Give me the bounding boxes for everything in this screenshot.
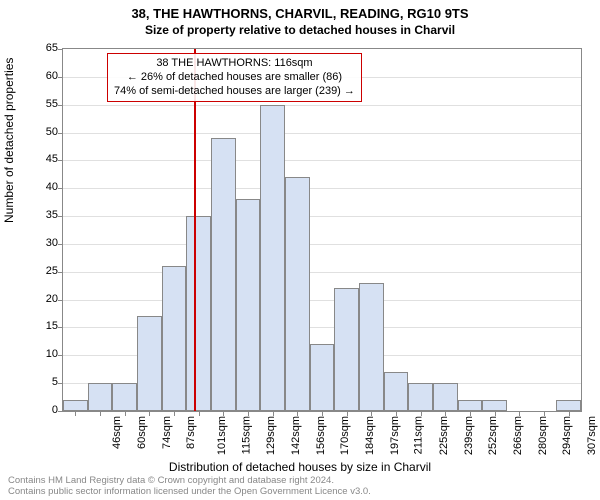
xtick-label: 225sqm xyxy=(438,416,450,455)
histogram-bar xyxy=(556,400,581,411)
histogram-bar xyxy=(88,383,113,411)
ytick-mark xyxy=(58,77,63,78)
histogram-bar xyxy=(63,400,88,411)
ytick-label: 20 xyxy=(28,293,58,305)
histogram-bar xyxy=(137,316,162,411)
xtick-mark xyxy=(75,411,76,416)
grid-line xyxy=(63,133,581,134)
histogram-bar xyxy=(285,177,310,411)
ytick-mark xyxy=(58,188,63,189)
annotation-line1: 38 THE HAWTHORNS: 116sqm xyxy=(114,57,355,71)
xtick-label: 156sqm xyxy=(315,416,327,455)
histogram-bar xyxy=(310,344,335,411)
chart-title-line1: 38, THE HAWTHORNS, CHARVIL, READING, RG1… xyxy=(0,0,600,21)
xtick-mark xyxy=(100,411,101,416)
ytick-label: 50 xyxy=(28,126,58,138)
ytick-label: 15 xyxy=(28,320,58,332)
ytick-label: 45 xyxy=(28,153,58,165)
histogram-bar xyxy=(112,383,137,411)
histogram-bar xyxy=(334,288,359,411)
xtick-label: 266sqm xyxy=(512,416,524,455)
annotation-line2: ← 26% of detached houses are smaller (86… xyxy=(114,71,355,85)
xtick-label: 280sqm xyxy=(537,416,549,455)
ytick-label: 25 xyxy=(28,265,58,277)
grid-line xyxy=(63,300,581,301)
histogram-bar xyxy=(433,383,458,411)
histogram-bar xyxy=(162,266,187,411)
xtick-mark xyxy=(199,411,200,416)
grid-line xyxy=(63,188,581,189)
ytick-label: 5 xyxy=(28,376,58,388)
histogram-bar xyxy=(408,383,433,411)
y-axis-label: Number of detached properties xyxy=(2,58,16,223)
footer-attribution: Contains HM Land Registry data © Crown c… xyxy=(8,476,371,498)
xtick-label: 129sqm xyxy=(265,416,277,455)
grid-line xyxy=(63,244,581,245)
ytick-mark xyxy=(58,355,63,356)
ytick-mark xyxy=(58,383,63,384)
xtick-label: 101sqm xyxy=(216,416,228,455)
ytick-label: 0 xyxy=(28,404,58,416)
xtick-label: 307sqm xyxy=(586,416,598,455)
xtick-label: 197sqm xyxy=(389,416,401,455)
chart-title-line2: Size of property relative to detached ho… xyxy=(0,21,600,37)
ytick-mark xyxy=(58,160,63,161)
ytick-label: 60 xyxy=(28,70,58,82)
histogram-bar xyxy=(359,283,384,411)
ytick-label: 65 xyxy=(28,42,58,54)
marker-line xyxy=(194,49,196,411)
histogram-bar xyxy=(482,400,507,411)
xtick-mark xyxy=(125,411,126,416)
ytick-mark xyxy=(58,300,63,301)
xtick-label: 87sqm xyxy=(185,416,197,449)
ytick-mark xyxy=(58,327,63,328)
histogram-bar xyxy=(186,216,211,411)
ytick-mark xyxy=(58,216,63,217)
ytick-label: 10 xyxy=(28,348,58,360)
xtick-label: 294sqm xyxy=(561,416,573,455)
xtick-label: 142sqm xyxy=(290,416,302,455)
ytick-label: 40 xyxy=(28,181,58,193)
xtick-label: 211sqm xyxy=(413,416,425,454)
ytick-label: 30 xyxy=(28,237,58,249)
grid-line xyxy=(63,216,581,217)
footer-line2: Contains public sector information licen… xyxy=(8,487,371,498)
xtick-label: 252sqm xyxy=(487,416,499,455)
grid-line xyxy=(63,160,581,161)
histogram-bar xyxy=(211,138,236,411)
ytick-mark xyxy=(58,244,63,245)
annotation-box: 38 THE HAWTHORNS: 116sqm← 26% of detache… xyxy=(107,53,362,102)
xtick-label: 115sqm xyxy=(240,416,252,454)
xtick-mark xyxy=(174,411,175,416)
xtick-label: 170sqm xyxy=(339,416,351,455)
annotation-line3: 74% of semi-detached houses are larger (… xyxy=(114,85,355,99)
grid-line xyxy=(63,272,581,273)
xtick-label: 184sqm xyxy=(364,416,376,455)
chart-container: 38, THE HAWTHORNS, CHARVIL, READING, RG1… xyxy=(0,0,600,500)
plot-area: 38 THE HAWTHORNS: 116sqm← 26% of detache… xyxy=(62,48,582,412)
ytick-mark xyxy=(58,105,63,106)
ytick-label: 55 xyxy=(28,98,58,110)
xtick-label: 74sqm xyxy=(161,416,173,449)
xtick-mark xyxy=(149,411,150,416)
ytick-mark xyxy=(58,133,63,134)
xtick-label: 46sqm xyxy=(111,416,123,449)
xtick-label: 239sqm xyxy=(463,416,475,455)
histogram-bar xyxy=(260,105,285,411)
histogram-bar xyxy=(384,372,409,411)
ytick-label: 35 xyxy=(28,209,58,221)
ytick-mark xyxy=(58,411,63,412)
histogram-bar xyxy=(236,199,261,411)
ytick-mark xyxy=(58,272,63,273)
ytick-mark xyxy=(58,49,63,50)
histogram-bar xyxy=(458,400,483,411)
x-axis-label: Distribution of detached houses by size … xyxy=(0,460,600,474)
xtick-label: 60sqm xyxy=(136,416,148,449)
grid-line xyxy=(63,105,581,106)
